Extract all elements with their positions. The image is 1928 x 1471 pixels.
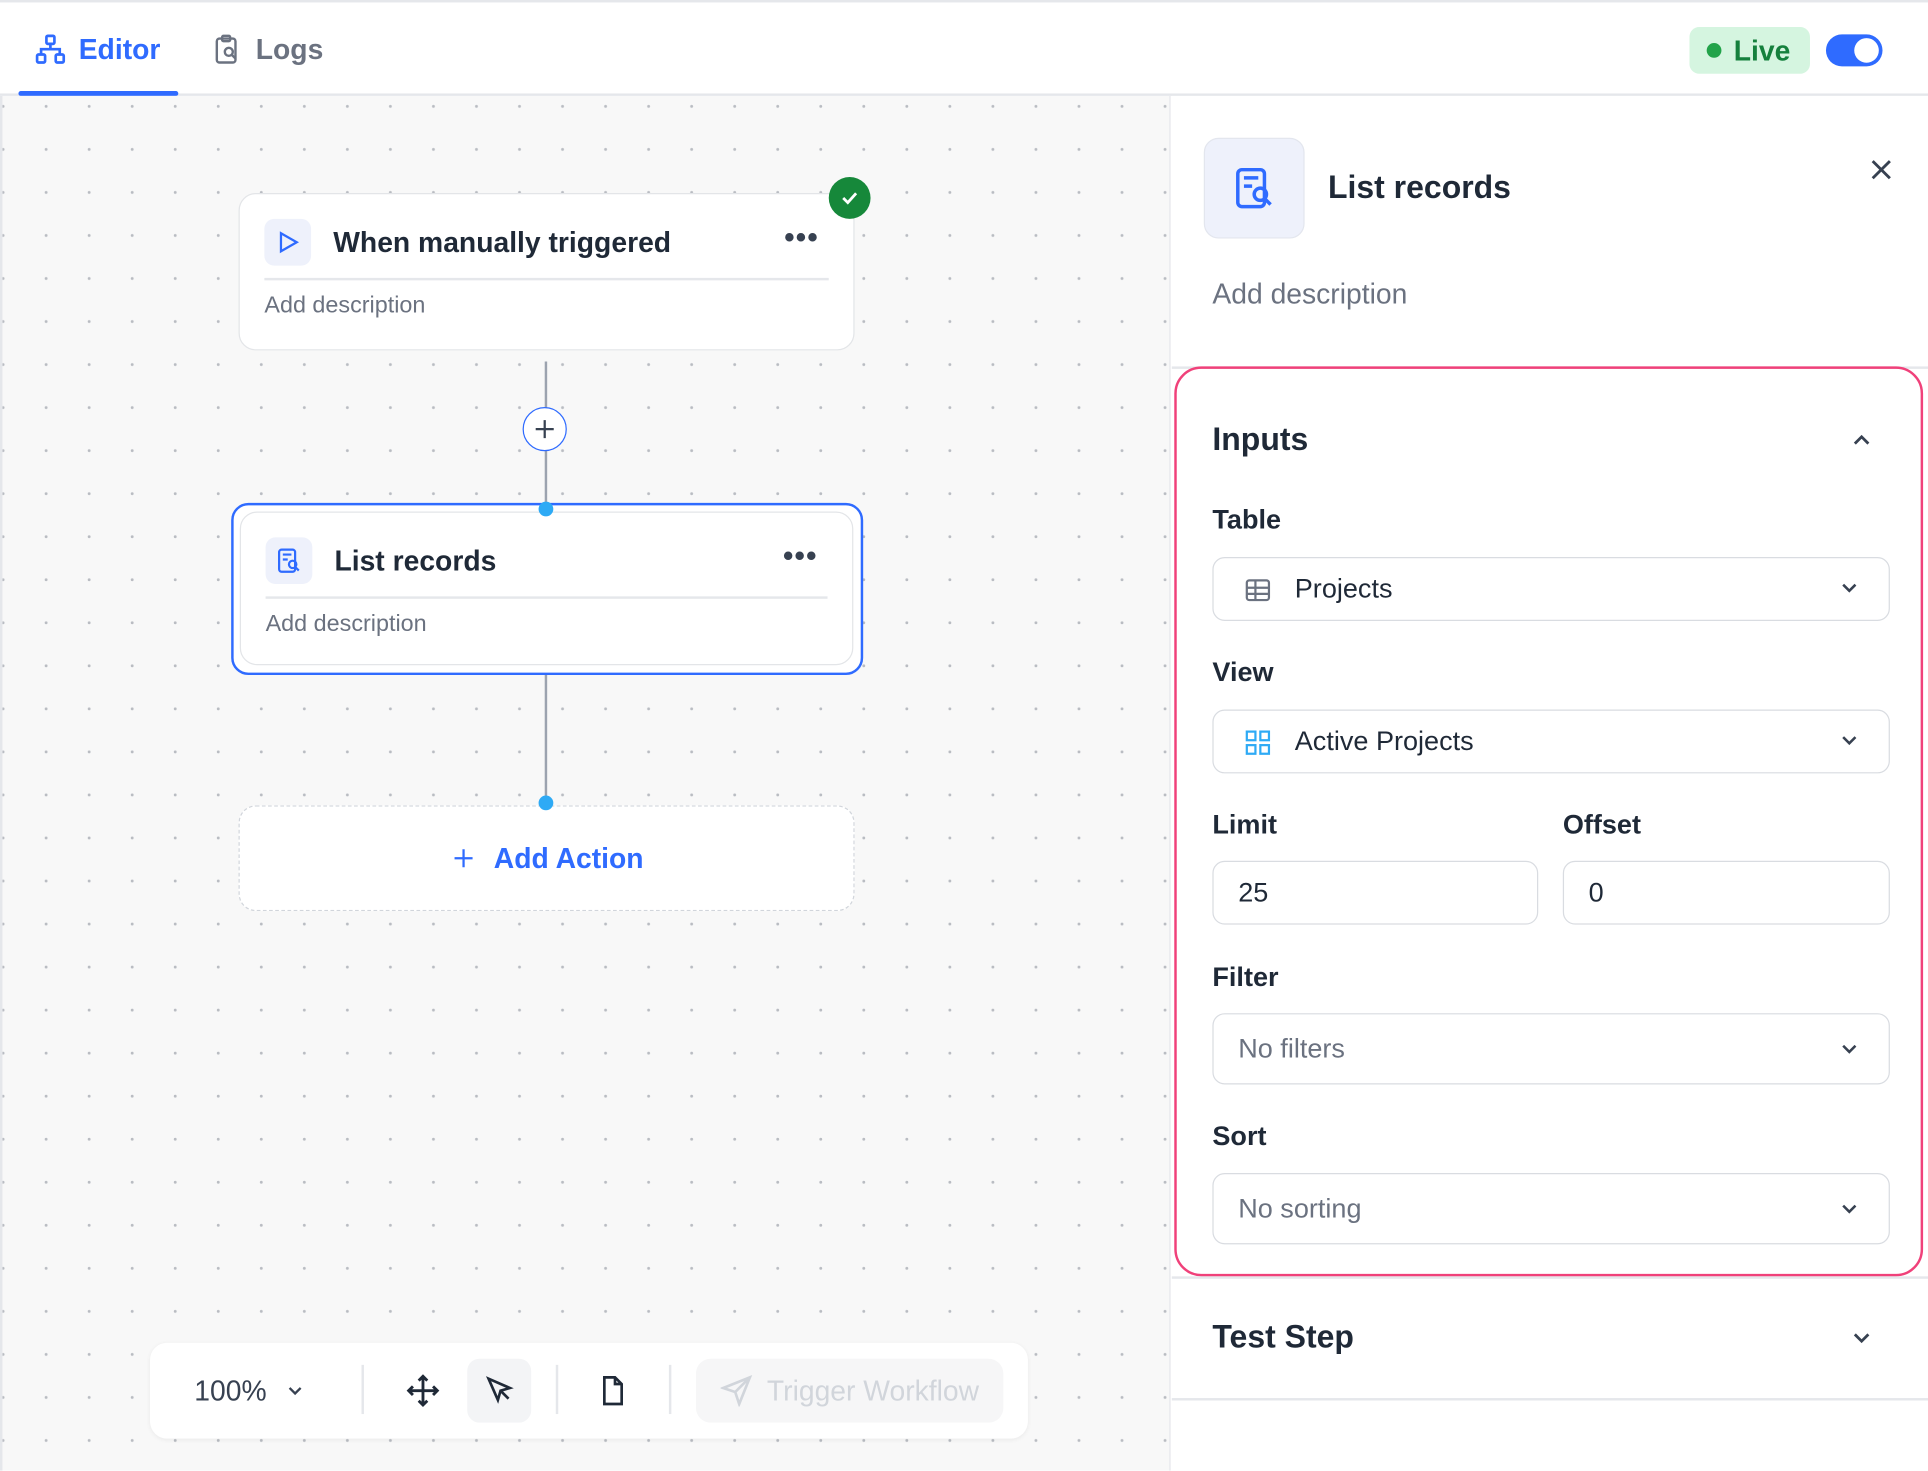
panel-title[interactable]: List records: [1327, 168, 1511, 206]
select-tool-button[interactable]: [467, 1358, 532, 1423]
pan-tool-button[interactable]: [391, 1359, 455, 1423]
plus-icon: [454, 849, 473, 868]
limit-input[interactable]: 25: [1212, 860, 1539, 925]
divider: [265, 596, 828, 599]
output-handle[interactable]: [538, 795, 554, 811]
plus-icon: [535, 420, 554, 439]
more-options-icon[interactable]: •••: [782, 539, 818, 573]
sort-select[interactable]: No sorting: [1212, 1173, 1890, 1245]
insert-step-button[interactable]: [522, 406, 567, 452]
node-title: List records: [334, 544, 497, 577]
trigger-node[interactable]: When manually triggered ••• Add descript…: [238, 177, 871, 351]
node-description[interactable]: Add description: [264, 292, 426, 319]
live-toggle[interactable]: [1825, 34, 1883, 67]
divider: [264, 277, 829, 280]
zoom-level: 100%: [194, 1374, 267, 1407]
live-badge: Live: [1689, 27, 1810, 74]
top-bar: Editor Logs Live: [0, 0, 1928, 96]
canvas-toolbar: 100% Trigger Workflow: [150, 1342, 1028, 1439]
sort-value: No sorting: [1238, 1192, 1362, 1224]
trigger-workflow-button[interactable]: Trigger Workflow: [695, 1358, 1004, 1423]
view-select[interactable]: Active Projects: [1212, 709, 1890, 774]
filter-value: No filters: [1238, 1032, 1345, 1064]
clipboard-search-icon: [215, 34, 237, 64]
table-select[interactable]: Projects: [1212, 557, 1890, 621]
node-description[interactable]: Add description: [265, 611, 427, 637]
offset-label: Offset: [1562, 809, 1641, 840]
add-action-button[interactable]: Add Action: [238, 805, 855, 912]
cursor-icon: [485, 1376, 514, 1404]
node-title: When manually triggered: [333, 226, 672, 259]
list-records-node[interactable]: List records ••• Add description: [231, 502, 864, 676]
chevron-down-icon: [288, 1387, 302, 1396]
chevron-down-icon: [1842, 583, 1857, 593]
close-panel-button[interactable]: [1864, 152, 1898, 186]
view-label: View: [1212, 656, 1274, 688]
live-dot-icon: [1706, 43, 1722, 58]
chevron-up-icon[interactable]: [1848, 427, 1875, 454]
input-handle[interactable]: [538, 501, 554, 517]
more-options-icon[interactable]: •••: [784, 221, 819, 255]
trigger-workflow-label: Trigger Workflow: [766, 1374, 980, 1407]
inputs-heading[interactable]: Inputs: [1212, 420, 1309, 458]
zoom-select[interactable]: 100%: [194, 1367, 306, 1414]
tab-editor[interactable]: Editor: [34, 2, 160, 95]
test-step-heading: Test Step: [1212, 1318, 1354, 1356]
close-icon: [1871, 160, 1891, 180]
grid-view-icon: [1245, 730, 1271, 755]
notes-button[interactable]: [580, 1359, 644, 1423]
send-icon: [720, 1374, 752, 1407]
workflow-canvas[interactable]: When manually triggered ••• Add descript…: [0, 95, 1171, 1471]
view-value: Active Projects: [1294, 725, 1474, 757]
filter-label: Filter: [1212, 961, 1279, 993]
tab-logs-label: Logs: [255, 32, 324, 65]
record-search-icon: [1203, 137, 1305, 239]
offset-value: 0: [1588, 876, 1604, 908]
table-label: Table: [1212, 504, 1282, 535]
limit-value: 25: [1238, 876, 1269, 908]
filter-select[interactable]: No filters: [1212, 1013, 1890, 1085]
success-check-icon: [828, 177, 871, 219]
inputs-section: [1174, 366, 1924, 1277]
description-input[interactable]: Add description: [1212, 277, 1408, 310]
test-step-section[interactable]: Test Step: [1172, 1279, 1928, 1397]
chevron-down-icon: [1853, 1333, 1870, 1344]
offset-input[interactable]: 0: [1562, 860, 1890, 925]
file-icon: [603, 1376, 623, 1406]
workflow-icon: [35, 34, 66, 64]
limit-label: Limit: [1212, 809, 1278, 840]
tab-logs[interactable]: Logs: [211, 2, 323, 95]
chevron-down-icon: [1842, 1204, 1857, 1214]
chevron-down-icon: [1842, 736, 1857, 746]
table-value: Projects: [1294, 572, 1393, 604]
record-search-icon: [265, 537, 313, 585]
play-icon: [264, 218, 312, 266]
active-tab-indicator: [18, 90, 179, 96]
chevron-down-icon: [1842, 1044, 1857, 1054]
add-action-label: Add Action: [493, 841, 644, 874]
move-icon: [406, 1374, 440, 1408]
table-icon: [1245, 579, 1271, 602]
live-label: Live: [1733, 33, 1791, 66]
connector-line: [544, 673, 547, 803]
sort-label: Sort: [1212, 1120, 1267, 1151]
tab-editor-label: Editor: [78, 32, 161, 65]
